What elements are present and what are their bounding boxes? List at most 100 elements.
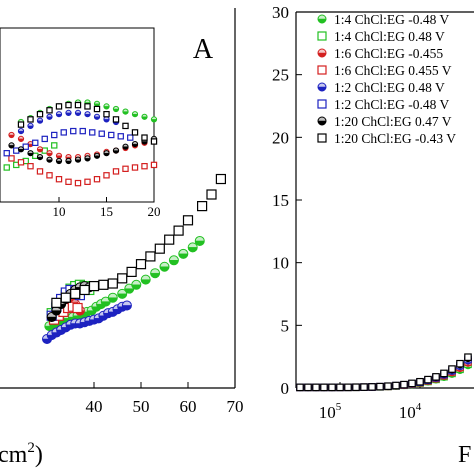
inset-x-tick-label: 10 <box>53 204 66 219</box>
legend-entry: 1:6 ChCl:EG 0.455 V <box>317 63 452 78</box>
legend-entry: 1:20 ChCl:EG -0.43 V <box>317 131 456 146</box>
panel-a-x-tick-label: 40 <box>86 397 103 416</box>
legend-label: 1:4 ChCl:EG -0.48 V <box>334 12 450 27</box>
panel-a-x-label-superscript: 2 <box>27 440 35 456</box>
inset-data-point <box>84 111 91 118</box>
inset-data-point <box>89 129 96 136</box>
legend-entry: 1:6 ChCl:EG -0.455 <box>317 46 443 61</box>
panel-a-data-point <box>51 297 62 308</box>
inset-data-point <box>55 157 63 165</box>
inset-data-point <box>51 131 58 139</box>
panel-b-data-point <box>360 383 368 391</box>
inset-data-point <box>46 172 53 179</box>
panel-a-data-point <box>168 255 179 266</box>
panel-b-data-point <box>344 383 352 392</box>
inset-data-points <box>3 99 158 187</box>
panel-b-data-point <box>320 383 328 392</box>
inset-data-point <box>36 117 44 124</box>
inset-data-point <box>74 156 82 163</box>
legend-label: 1:20 ChCl:EG -0.43 V <box>334 131 456 146</box>
panel-a-x-ticks: 40 50 60 70 <box>86 382 244 416</box>
panel-b-x-ticks: 105 104 <box>319 382 422 422</box>
panel-a-data-point <box>159 261 170 272</box>
inset-data-point <box>22 143 29 150</box>
inset-data-point <box>46 107 53 114</box>
inset-data-point <box>55 111 63 118</box>
panel-b-data-point <box>296 383 304 392</box>
inset-data-point <box>17 159 25 166</box>
panel-b-x-axis-label: F <box>458 442 471 468</box>
panel-b-data-point <box>464 353 472 361</box>
inset-data-point <box>84 155 91 162</box>
inset-data-point <box>3 164 10 171</box>
panel-a-data-point <box>135 259 147 270</box>
panel-a-data-point <box>145 251 156 262</box>
legend-marker <box>317 65 327 75</box>
legend-marker <box>317 116 327 126</box>
inset-x-tick-label: 15 <box>100 204 113 219</box>
panel-a-data-point <box>60 292 71 303</box>
panel-a-data-point <box>131 279 142 290</box>
panel-b-y-tick-label: 20 <box>272 128 289 147</box>
panel-b-data-point <box>456 359 464 368</box>
inset-data-point <box>65 178 72 185</box>
panel-b-data-point <box>424 375 432 384</box>
inset-data-point <box>141 163 148 170</box>
panel-b-data-point <box>352 383 360 392</box>
panel-a-data-point <box>173 225 184 236</box>
panel-a-data-point <box>197 201 208 212</box>
panel-b-data-point <box>392 381 400 390</box>
legend-marker <box>317 99 327 109</box>
inset-data-point <box>103 172 110 179</box>
panel-b-data-point <box>376 382 384 391</box>
panel-b-y-tick-label: 10 <box>272 254 289 273</box>
panel-b-data-point <box>312 383 320 392</box>
panel-a-x-tick-label: 50 <box>133 397 150 416</box>
inset-data-point <box>74 109 82 117</box>
panel-b-data-point <box>328 383 336 392</box>
panel-a-label: A <box>193 34 214 65</box>
legend-entry: 1:4 ChCl:EG 0.48 V <box>317 29 445 44</box>
panel-a-data-point <box>107 292 118 303</box>
panel-b-y-tick-label: 30 <box>272 3 289 22</box>
inset-data-point <box>84 103 91 110</box>
legend-marker <box>317 48 327 58</box>
inset-data-point <box>131 164 139 171</box>
inset-frame <box>0 27 155 203</box>
panel-a-data-point <box>164 234 175 245</box>
inset-data-point <box>112 168 120 175</box>
panel-b-y-ticks: 0 5 10 15 20 25 30 <box>272 3 302 398</box>
inset-data-point <box>150 116 158 123</box>
panel-b-data-point <box>448 365 456 373</box>
inset-data-point <box>41 135 48 143</box>
panel-a-data-point <box>182 215 194 226</box>
inset-data-point <box>150 161 158 169</box>
panel-a-x-tick-label: 60 <box>180 397 197 416</box>
panel-a-data-point <box>178 248 189 259</box>
panel-b-x-tick-label: 105 <box>319 401 342 422</box>
panel-a-x-tick-label: 70 <box>227 397 244 416</box>
panel-a-x-label-close: ) <box>35 442 43 468</box>
panel-b-data-point <box>400 380 408 389</box>
inset-data-point <box>55 176 63 183</box>
panel-b-y-tick-label: 0 <box>281 379 290 398</box>
inset-x-ticks: 10 15 20 <box>53 197 161 219</box>
inset-data-point <box>141 134 148 141</box>
inset-data-point <box>112 147 120 154</box>
panel-b-data-point <box>432 373 440 381</box>
inset-data-point <box>122 122 129 130</box>
panel-a: A 40 50 60 70 cm2) 10 15 20 <box>0 8 244 468</box>
legend-marker <box>317 14 327 24</box>
inset-data-point <box>46 113 53 120</box>
inset-data-point <box>17 135 25 142</box>
panel-a-data-point <box>154 243 165 254</box>
legend-label: 1:6 ChCl:EG 0.455 V <box>334 63 452 78</box>
legend-label: 1:4 ChCl:EG 0.48 V <box>334 29 445 44</box>
panel-a-data-point <box>107 278 118 289</box>
panel-b-data-point <box>416 377 424 386</box>
panel-b-data-point <box>304 383 312 392</box>
panel-a-data-point <box>117 288 128 299</box>
inset-data-point <box>141 113 148 120</box>
inset-data-point <box>131 141 139 148</box>
inset-data-point <box>27 122 34 130</box>
